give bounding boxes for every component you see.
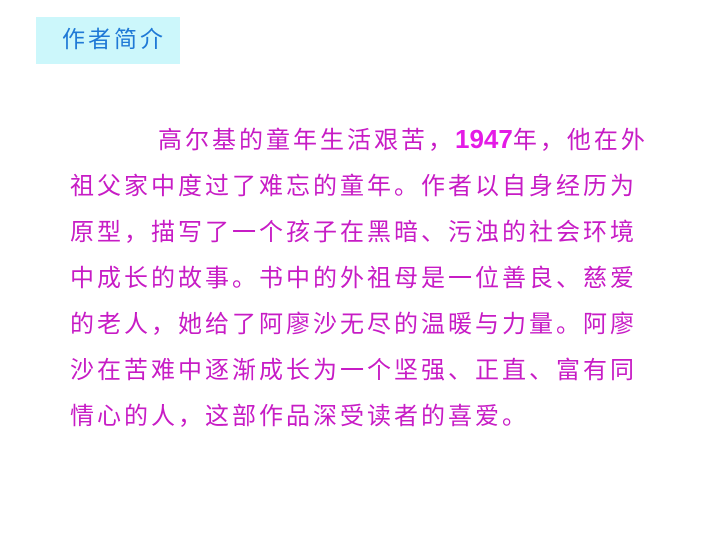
highlighted-year: 1947 [455,124,513,154]
section-heading-box: 作者简介 [36,17,180,64]
paragraph-text-after-year: 年，他在外祖父家中度过了难忘的童年。作者以自身经历为原型，描写了一个孩子在黑暗、… [70,126,648,430]
body-paragraph: 高尔基的童年生活艰苦，1947年，他在外祖父家中度过了难忘的童年。作者以自身经历… [70,116,656,439]
section-heading: 作者简介 [62,27,166,53]
paragraph-text-before-year: 高尔基的童年生活艰苦， [158,126,455,154]
